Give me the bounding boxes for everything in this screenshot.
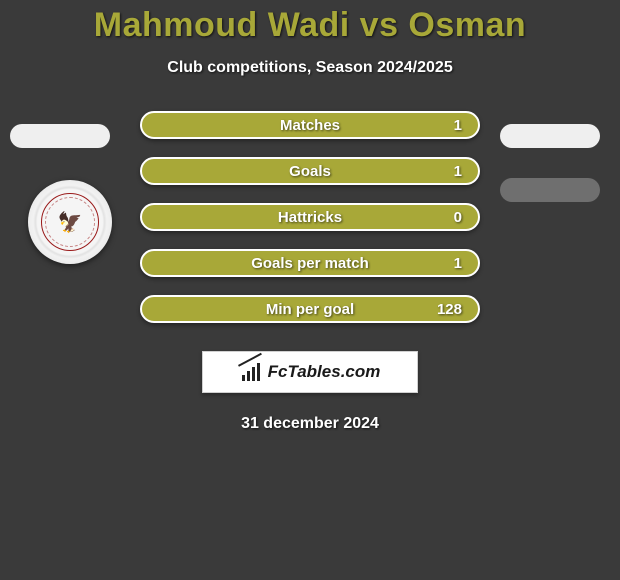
brand-text: FcTables.com (268, 362, 381, 382)
stat-value: 1 (454, 163, 462, 180)
player-left-pill (10, 124, 110, 148)
stat-label: Min per goal (266, 301, 354, 318)
stat-row-hattricks: Hattricks 0 (140, 203, 480, 231)
stat-row-matches: Matches 1 (140, 111, 480, 139)
stat-label: Matches (280, 117, 340, 134)
club-badge: 🦅 (28, 180, 112, 264)
page-title: Mahmoud Wadi vs Osman (0, 0, 620, 45)
subtitle: Club competitions, Season 2024/2025 (0, 59, 620, 77)
stat-label: Goals (289, 163, 331, 180)
stat-value: 1 (454, 117, 462, 134)
eagle-emblem-icon: 🦅 (58, 210, 83, 235)
stat-value: 1 (454, 255, 462, 272)
stat-row-goals: Goals 1 (140, 157, 480, 185)
stat-value: 0 (454, 209, 462, 226)
stat-label: Hattricks (278, 209, 342, 226)
stat-label: Goals per match (251, 255, 369, 272)
rising-bar-chart-icon (240, 363, 262, 381)
stat-value: 128 (437, 301, 462, 318)
stat-row-min-per-goal: Min per goal 128 (140, 295, 480, 323)
player-right-pill-1 (500, 124, 600, 148)
date-text: 31 december 2024 (0, 415, 620, 433)
brand-box: FcTables.com (202, 351, 418, 393)
club-badge-ring: 🦅 (41, 193, 99, 251)
player-right-pill-2 (500, 178, 600, 202)
stat-row-goals-per-match: Goals per match 1 (140, 249, 480, 277)
